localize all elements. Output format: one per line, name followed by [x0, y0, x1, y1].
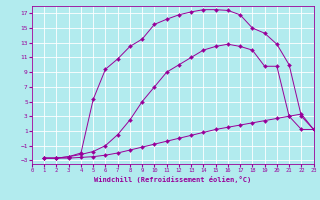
X-axis label: Windchill (Refroidissement éolien,°C): Windchill (Refroidissement éolien,°C)	[94, 176, 252, 183]
